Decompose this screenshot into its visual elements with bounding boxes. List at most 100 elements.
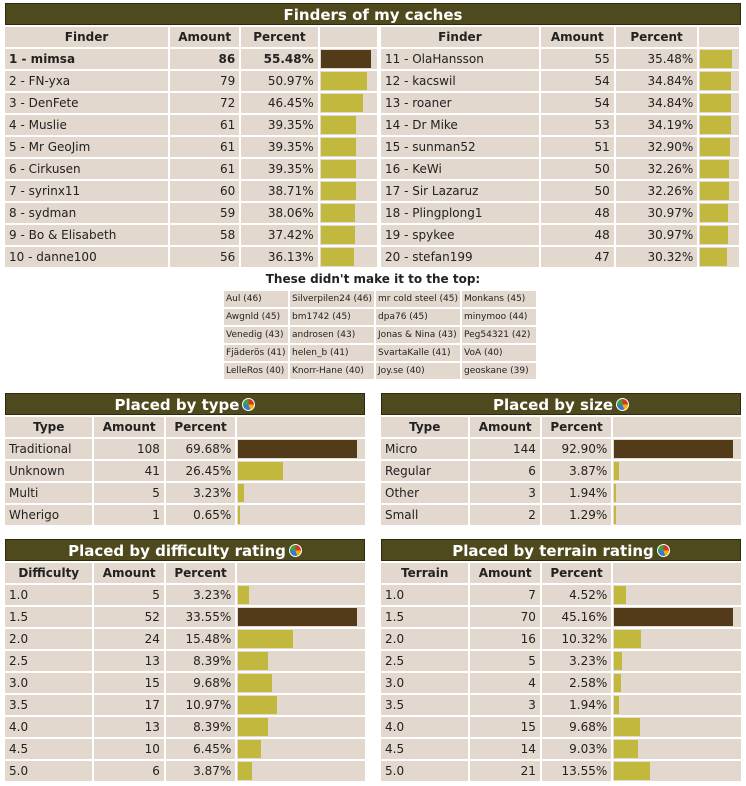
category-label: 1.0 (381, 585, 469, 605)
percent-header: Percent (165, 563, 236, 583)
percent-value: 32.90% (615, 137, 698, 157)
bar-cell (237, 629, 365, 649)
category-label: 1.5 (5, 607, 93, 627)
category-label: 2.0 (381, 629, 469, 649)
finder-name: 7 - syrinx11 (5, 181, 169, 201)
other-finder: minymoo (44) (462, 309, 537, 325)
bar-cell (699, 247, 739, 267)
percentage-bar (614, 740, 639, 758)
table-row: 1.5 52 33.55% (5, 607, 365, 627)
bar-cell (237, 761, 365, 781)
other-finder: SvartaKalle (41) (376, 345, 461, 361)
terrain-header: Terrain (381, 563, 469, 583)
other-finder: Silverpilen24 (46) (290, 291, 375, 307)
amount-value: 16 (470, 629, 540, 649)
table-row: 1.0 5 3.23% (5, 585, 365, 605)
other-finder: Awgnld (45) (224, 309, 288, 325)
bar-header (613, 417, 741, 437)
percent-value: 39.35% (241, 115, 318, 135)
bar-header (699, 27, 739, 47)
category-label: 4.5 (5, 739, 93, 759)
category-label: 5.0 (5, 761, 93, 781)
finder-name: 12 - kacswil (381, 71, 539, 91)
table-row: 3.5 17 10.97% (5, 695, 365, 715)
pie-chart-icon[interactable] (288, 544, 302, 557)
percent-value: 39.35% (241, 137, 318, 157)
percent-value: 69.68% (165, 439, 236, 459)
percentage-bar (320, 226, 355, 244)
percent-value: 35.48% (615, 49, 698, 69)
amount-value: 6 (470, 461, 540, 481)
table-row: 17 - Sir Lazaruz 50 32.26% (381, 181, 739, 201)
bar-cell (237, 439, 365, 459)
percentage-bar (238, 462, 284, 480)
other-finder: Venedig (43) (224, 327, 288, 343)
pie-chart-icon[interactable] (656, 544, 670, 557)
percent-value: 2.58% (541, 673, 612, 693)
percentage-bar (238, 608, 358, 626)
table-row: 18 - Plingplong1 48 30.97% (381, 203, 739, 223)
percent-value: 3.23% (165, 585, 236, 605)
percentage-bar (238, 440, 358, 458)
percentage-bar (614, 608, 734, 626)
percentage-bar (614, 696, 620, 714)
amount-header: Amount (540, 27, 614, 47)
other-finder: VoA (40) (462, 345, 537, 361)
finder-header: Finder (5, 27, 169, 47)
table-row: 14 - Dr Mike 53 34.19% (381, 115, 739, 135)
bar-cell (237, 739, 365, 759)
amount-value: 108 (94, 439, 164, 459)
other-finder: Knorr-Hane (40) (290, 363, 375, 379)
bar-cell (699, 93, 739, 113)
percent-value: 15.48% (165, 629, 236, 649)
percent-value: 32.26% (615, 181, 698, 201)
other-finder: LelleRos (40) (224, 363, 288, 379)
bar-cell (237, 483, 365, 503)
category-label: Small (381, 505, 469, 525)
percentage-bar (614, 630, 642, 648)
bar-cell (319, 71, 377, 91)
finder-name: 14 - Dr Mike (381, 115, 539, 135)
others-row: LelleRos (40) Knorr-Hane (40) Joy.se (40) g… (224, 363, 537, 379)
other-finder: Jonas & Nina (43) (376, 327, 461, 343)
percent-value: 34.84% (615, 71, 698, 91)
percentage-bar (614, 762, 651, 780)
amount-value: 56 (170, 247, 240, 267)
percent-value: 9.68% (541, 717, 612, 737)
pie-chart-icon[interactable] (616, 398, 629, 411)
amount-value: 61 (170, 159, 240, 179)
other-finder: Aul (46) (224, 291, 288, 307)
finder-name: 13 - roaner (381, 93, 539, 113)
percentage-bar (614, 506, 617, 524)
table-row: 4 - Muslie 61 39.35% (5, 115, 377, 135)
bar-cell (237, 585, 365, 605)
percent-value: 33.55% (165, 607, 236, 627)
table-row: 6 - Cirkusen 61 39.35% (5, 159, 377, 179)
bar-cell (613, 761, 741, 781)
table-row: 3.0 15 9.68% (5, 673, 365, 693)
pie-chart-icon[interactable] (242, 398, 256, 411)
percent-value: 38.71% (241, 181, 318, 201)
others-title: These didn't make it to the top: (265, 272, 481, 286)
amount-value: 50 (540, 159, 614, 179)
placed-by-difficulty-title: Placed by difficulty rating (68, 542, 286, 560)
table-row: 3.5 3 1.94% (381, 695, 741, 715)
placed-by-type-panel: Placed by type Type Amount Percent Tradi… (5, 393, 365, 527)
percent-value: 50.97% (241, 71, 318, 91)
finder-name: 15 - sunman52 (381, 137, 539, 157)
percentage-bar (238, 506, 241, 524)
placed-by-type-table: Type Amount Percent Traditional 108 69.68%… (3, 415, 367, 527)
table-row: 1.5 70 45.16% (381, 607, 741, 627)
bar-cell (613, 629, 741, 649)
other-finder: mr cold steel (45) (376, 291, 461, 307)
category-label: 1.5 (381, 607, 469, 627)
percent-header: Percent (541, 563, 612, 583)
category-label: 2.5 (381, 651, 469, 671)
bar-cell (699, 159, 739, 179)
percent-value: 34.19% (615, 115, 698, 135)
percentage-bar (320, 116, 356, 134)
category-label: Traditional (5, 439, 93, 459)
amount-value: 60 (170, 181, 240, 201)
amount-header: Amount (94, 563, 164, 583)
amount-value: 3 (470, 695, 540, 715)
